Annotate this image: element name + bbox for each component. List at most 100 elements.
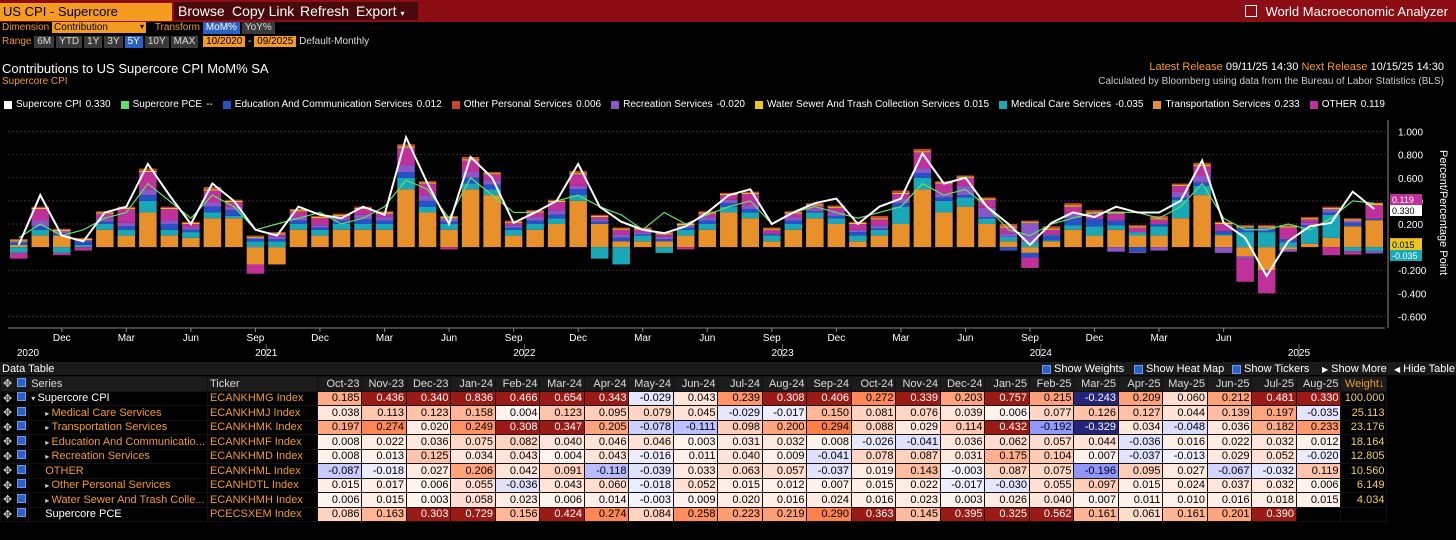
legend-label: Recreation Services	[623, 99, 713, 110]
ticker-cell[interactable]: ECANKHMK Index	[206, 419, 318, 435]
row-checkbox[interactable]	[14, 463, 30, 479]
export-button[interactable]: Export ▾	[352, 2, 419, 20]
browse-button[interactable]: Browse	[174, 2, 229, 20]
range-ytd[interactable]: YTD	[56, 36, 83, 48]
bar-segment	[633, 235, 652, 242]
x-tick-label: Dec	[569, 333, 587, 344]
row-move-icon[interactable]: ✥	[0, 434, 16, 450]
row-move-icon[interactable]: ✥	[0, 492, 16, 508]
row-move-icon[interactable]: ✥	[0, 448, 16, 464]
start-date-input[interactable]: 10/2020	[203, 36, 246, 47]
ticker-cell[interactable]: ECANKHML Index	[206, 463, 318, 479]
legend-item[interactable]: Other Personal Services 0.006	[451, 99, 601, 110]
show-heatmap-toggle[interactable]: Show Heat Map	[1134, 363, 1224, 375]
show-more-button[interactable]: ▶ Show More	[1322, 363, 1387, 375]
row-move-icon[interactable]: ✥	[0, 419, 16, 435]
series-name[interactable]: ▾ Supercore CPI	[28, 390, 208, 406]
table-row[interactable]: ✥ ▸ Recreation Services ECANKHMD Index 0.00…	[0, 448, 1388, 464]
bar-segment	[1236, 256, 1254, 259]
series-name[interactable]: ▸ Water Sewer And Trash Colle...	[28, 492, 208, 508]
table-row[interactable]: ✥ ▸ Transportation Services ECANKHMK Index…	[0, 419, 1388, 435]
table-row[interactable]: ✥ OTHER ECANKHML Index -0.087 -0.018 0.027 0.2…	[0, 463, 1388, 479]
ticker-cell[interactable]: ECANHDTL Index	[206, 477, 318, 493]
show-tickers-toggle[interactable]: Show Tickers	[1232, 363, 1309, 375]
table-row[interactable]: ✥ ▸ Other Personal Services ECANHDTL Index…	[0, 477, 1388, 493]
frequency-label[interactable]: Default-Monthly	[299, 36, 370, 47]
row-checkbox[interactable]	[14, 419, 30, 435]
range-10y[interactable]: 10Y	[144, 36, 169, 48]
bar-segment	[720, 203, 738, 207]
weight-header[interactable]: Weight↓	[1340, 376, 1388, 392]
row-checkbox[interactable]	[14, 390, 30, 406]
legend-item[interactable]: Education And Communication Services 0.01…	[222, 99, 442, 110]
bar-segment	[1150, 226, 1168, 236]
range-6m[interactable]: 6M	[34, 36, 55, 48]
row-checkbox[interactable]	[14, 448, 30, 464]
row-checkbox[interactable]	[14, 506, 30, 522]
bar-segment	[806, 218, 824, 248]
series-name[interactable]: ▸ Education And Communicatio...	[28, 434, 208, 450]
refresh-button[interactable]: Refresh	[296, 2, 354, 20]
ticker-cell[interactable]: ECANKHMH Index	[206, 492, 318, 508]
bar-segment	[1150, 219, 1168, 224]
bar-segment	[633, 232, 652, 235]
ticker-cell[interactable]: ECANKHMD Index	[206, 448, 318, 464]
legend-item[interactable]: OTHER 0.119	[1309, 99, 1385, 110]
value-cell: 0.016	[850, 492, 897, 508]
range-5y[interactable]: 5Y	[124, 36, 143, 48]
bar-segment	[720, 192, 738, 194]
select-all-checkbox[interactable]	[14, 376, 30, 392]
table-row[interactable]: ✥ ▸ Water Sewer And Trash Colle... ECANKHM…	[0, 492, 1388, 508]
show-weights-toggle[interactable]: Show Weights	[1042, 363, 1124, 375]
last-value-badge	[1390, 239, 1422, 250]
series-name[interactable]: ▸ Medical Care Services	[28, 405, 208, 421]
table-row[interactable]: ✥ ▸ Education And Communicatio... ECANKHMF…	[0, 434, 1388, 450]
table-row[interactable]: ✥ ▾ Supercore CPI ECANKHMG Index 0.185 0.436…	[0, 390, 1388, 406]
security-field[interactable]: US CPI - Supercore	[0, 3, 172, 21]
transform-yoy[interactable]: YoY%	[241, 22, 275, 34]
range-max[interactable]: MAX	[170, 36, 199, 48]
row-move-icon[interactable]: ✥	[0, 477, 16, 493]
series-name[interactable]: ▸ Transportation Services	[28, 419, 208, 435]
range-1y[interactable]: 1Y	[84, 36, 103, 48]
legend-item[interactable]: Transportation Services 0.233	[1153, 99, 1300, 110]
legend-item[interactable]: Medical Care Services -0.035	[999, 99, 1143, 110]
series-name[interactable]: ▸ Recreation Services	[28, 448, 208, 464]
copy-link-button[interactable]: Copy Link	[228, 2, 299, 20]
legend-item[interactable]: Supercore CPI 0.330	[4, 99, 111, 110]
bar-segment	[74, 241, 93, 245]
row-move-icon[interactable]: ✥	[0, 506, 16, 522]
row-move-icon[interactable]: ✥	[0, 405, 16, 421]
row-checkbox[interactable]	[14, 405, 30, 421]
bar-segment	[1064, 213, 1082, 219]
value-cell: 0.078	[850, 448, 897, 464]
row-checkbox[interactable]	[14, 434, 30, 450]
series-name[interactable]: OTHER	[28, 463, 208, 479]
legend-item[interactable]: Supercore PCE --	[120, 99, 213, 110]
legend-item[interactable]: Recreation Services -0.020	[611, 99, 745, 110]
series-name[interactable]: ▸ Other Personal Services	[28, 477, 208, 493]
table-row[interactable]: ✥ Supercore PCE PCECSXEM Index 0.086 0.163 0.…	[0, 506, 1388, 522]
hide-table-button[interactable]: ◀ Hide Table	[1394, 363, 1455, 375]
series-name[interactable]: Supercore PCE	[28, 506, 208, 522]
value-cell: -0.013	[1162, 448, 1208, 464]
end-date-input[interactable]: 09/2025	[254, 36, 297, 47]
bar-segment	[182, 232, 200, 238]
table-row[interactable]: ✥ ▸ Medical Care Services ECANKHMJ Index 0.…	[0, 405, 1388, 421]
bar-segment	[978, 197, 996, 199]
row-move-icon[interactable]: ✥	[0, 463, 16, 479]
ticker-cell[interactable]: ECANKHMG Index	[206, 390, 318, 406]
ticker-cell[interactable]: ECANKHMJ Index	[206, 405, 318, 421]
row-checkbox[interactable]	[14, 492, 30, 508]
row-move-icon[interactable]: ✥	[0, 390, 16, 406]
app-title[interactable]: World Macroeconomic Analyzer	[1245, 3, 1448, 21]
expand-all-icon[interactable]: ✥	[0, 376, 16, 392]
range-3y[interactable]: 3Y	[104, 36, 123, 48]
dimension-select[interactable]: Contribution ▾	[52, 22, 147, 33]
transform-mom[interactable]: MoM%	[202, 22, 240, 34]
ticker-cell[interactable]: ECANKHMF Index	[206, 434, 318, 450]
row-checkbox[interactable]	[14, 477, 30, 493]
bar-segment	[956, 195, 975, 198]
ticker-cell[interactable]: PCECSXEM Index	[206, 506, 318, 522]
legend-item[interactable]: Water Sewer And Trash Collection Service…	[754, 99, 989, 110]
